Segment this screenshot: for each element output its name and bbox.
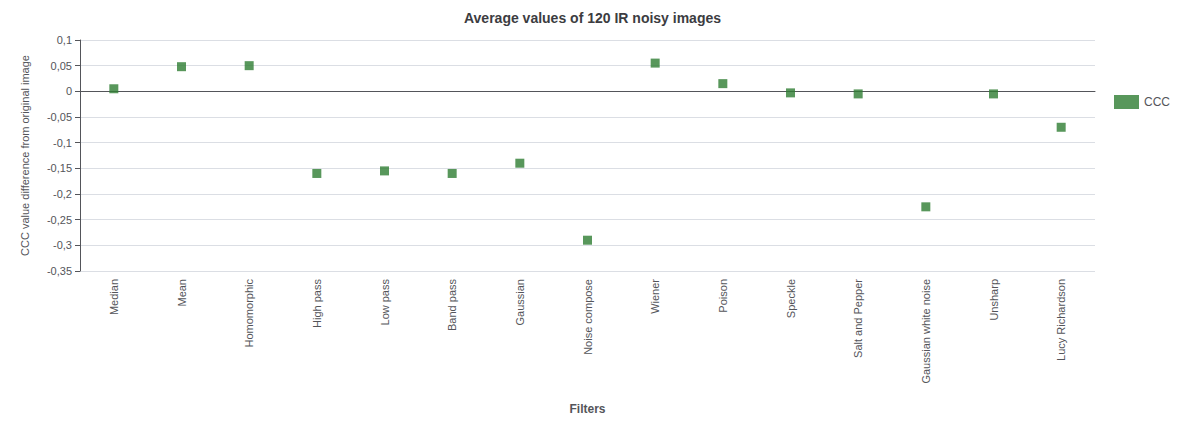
- svg-text:Salt and Pepper: Salt and Pepper: [852, 279, 864, 358]
- svg-text:Wiener: Wiener: [649, 279, 661, 314]
- svg-text:-0,35: -0,35: [47, 265, 72, 277]
- svg-text:-0,2: -0,2: [53, 188, 72, 200]
- svg-text:Mean: Mean: [176, 279, 188, 307]
- svg-text:Gaussian: Gaussian: [514, 279, 526, 325]
- svg-text:CCC: CCC: [1144, 95, 1170, 109]
- svg-text:0,1: 0,1: [57, 34, 72, 46]
- svg-text:CCC value difference from orig: CCC value difference from original image: [19, 55, 31, 256]
- svg-text:Filters: Filters: [569, 402, 605, 416]
- svg-text:Noise compose: Noise compose: [582, 279, 594, 355]
- svg-text:-0,3: -0,3: [53, 239, 72, 251]
- svg-text:Poison: Poison: [717, 279, 729, 313]
- svg-text:Unsharp: Unsharp: [988, 279, 1000, 321]
- svg-text:-0,05: -0,05: [47, 111, 72, 123]
- svg-text:Speckle: Speckle: [785, 279, 797, 318]
- svg-text:-0,15: -0,15: [47, 162, 72, 174]
- svg-text:Low pass: Low pass: [379, 279, 391, 326]
- svg-text:0: 0: [66, 85, 72, 97]
- svg-text:-0,1: -0,1: [53, 137, 72, 149]
- svg-text:0,05: 0,05: [51, 60, 72, 72]
- svg-text:Homomorphic: Homomorphic: [243, 279, 255, 348]
- svg-text:-0,25: -0,25: [47, 214, 72, 226]
- svg-text:Lucy Richardson: Lucy Richardson: [1055, 279, 1067, 361]
- svg-text:Median: Median: [108, 279, 120, 315]
- svg-text:Band pass: Band pass: [446, 279, 458, 331]
- svg-text:High pass: High pass: [311, 279, 323, 328]
- svg-text:Average values of 120 IR noisy: Average values of 120 IR noisy images: [464, 10, 721, 26]
- svg-text:Gaussian white noise: Gaussian white noise: [920, 279, 932, 384]
